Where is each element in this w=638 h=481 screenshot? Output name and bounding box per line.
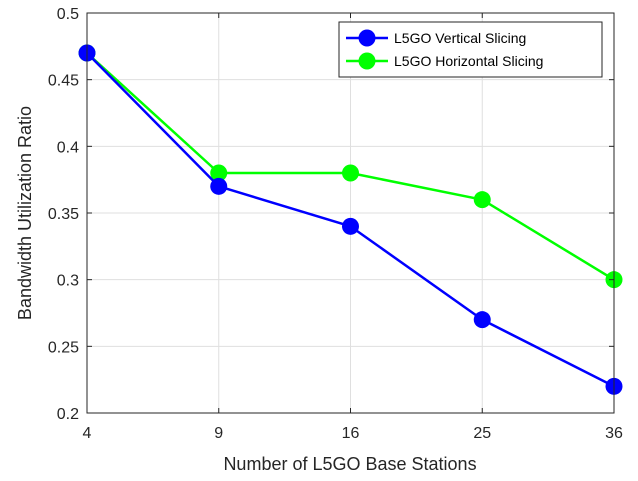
x-axis-label: Number of L5GO Base Stations xyxy=(223,454,476,474)
x-tick-label: 9 xyxy=(214,425,223,442)
y-tick-label: 0.25 xyxy=(48,339,79,356)
x-tick-label: 4 xyxy=(83,425,92,442)
y-tick-label: 0.35 xyxy=(48,206,79,223)
y-axis-label: Bandwidth Utilization Ratio xyxy=(15,106,35,320)
data-point xyxy=(342,217,359,235)
y-tick-label: 0.4 xyxy=(57,139,79,156)
data-point xyxy=(342,164,359,182)
x-tick-label: 36 xyxy=(605,425,623,442)
ticks: 4 9 16 25 36 0.2 0.25 0.3 0.35 0.4 0.45 0.5 xyxy=(48,6,623,442)
legend-label: L5GO Vertical Slicing xyxy=(394,30,526,46)
y-tick-label: 0.3 xyxy=(57,273,79,290)
data-point xyxy=(473,311,491,329)
y-tick-label: 0.5 xyxy=(57,6,79,23)
legend-marker xyxy=(358,29,376,47)
y-tick-label: 0.45 xyxy=(48,73,79,90)
x-tick-label: 25 xyxy=(473,425,491,442)
data-point xyxy=(473,191,491,209)
data-point xyxy=(210,177,228,195)
legend-box xyxy=(338,21,603,78)
grid xyxy=(86,12,615,414)
data-point xyxy=(210,164,228,182)
x-tick-label: 16 xyxy=(342,425,360,442)
legend-marker xyxy=(358,52,376,70)
y-tick-label: 0.2 xyxy=(57,406,79,423)
legend-label: L5GO Horizontal Slicing xyxy=(394,53,543,69)
legend: L5GO Vertical Slicing L5GO Horizontal Sli… xyxy=(338,21,603,78)
